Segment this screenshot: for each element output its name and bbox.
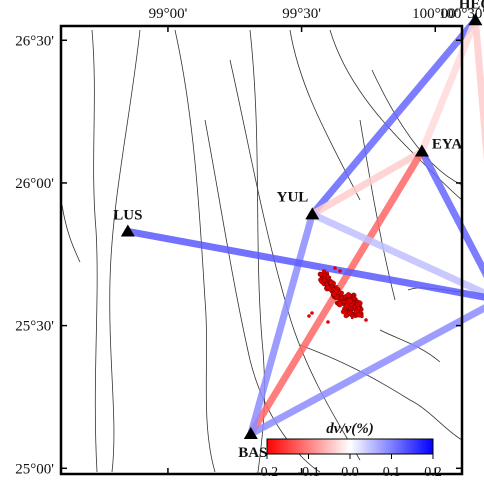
fault-line <box>379 329 441 363</box>
colorbar-scale <box>266 438 434 455</box>
earthquake-event <box>321 269 327 274</box>
earthquake-cluster <box>307 266 368 324</box>
lon-tick-label: 100°30' <box>439 6 484 22</box>
earthquake-event <box>350 307 354 311</box>
earthquake-event <box>356 312 362 318</box>
earthquake-event <box>322 278 327 283</box>
fault-line <box>289 29 361 201</box>
colorbar-tick-label: 0.1 <box>383 465 401 480</box>
fault-line <box>91 29 98 473</box>
path-eya-tus <box>418 148 484 278</box>
station-paths <box>124 16 484 438</box>
earthquake-event <box>310 311 314 315</box>
lat-tick-label: 25°30' <box>15 319 54 335</box>
earthquake-event <box>336 301 343 308</box>
path-lus-tus <box>124 227 484 301</box>
lat-tick-label: 26°30' <box>15 33 54 49</box>
station-marker-heq <box>468 13 483 26</box>
earthquake-event <box>326 320 330 324</box>
path-heq-eya <box>418 16 479 156</box>
earthquake-event <box>334 289 339 294</box>
fault-line <box>61 204 81 263</box>
station-marker-bas <box>243 427 258 440</box>
path-heq-yul <box>308 16 479 218</box>
path-yul-tus <box>308 210 484 297</box>
earthquake-event <box>364 318 368 322</box>
earthquake-event <box>339 295 344 300</box>
earthquake-event <box>325 284 331 291</box>
station-label-eya: EYA <box>432 137 462 153</box>
earthquake-event <box>340 309 346 315</box>
earthquake-event <box>356 306 361 311</box>
lon-tick-label: 99°00' <box>149 6 188 22</box>
earthquake-event <box>345 292 352 298</box>
stations: HEQEYAYULLUSTUSBAS <box>113 0 484 461</box>
station-marker-yul <box>305 207 320 220</box>
colorbar-tick-label: 0.2 <box>424 465 442 480</box>
fault-line <box>329 29 463 201</box>
earthquake-event <box>342 300 346 304</box>
path-yul-bas <box>247 210 316 438</box>
earthquake-event <box>343 313 349 319</box>
path-bas-tus <box>247 304 484 438</box>
fault-line <box>174 29 216 473</box>
earthquake-event <box>333 266 337 270</box>
map-frame <box>59 24 464 476</box>
colorbar-tick-label: -0.1 <box>297 465 319 480</box>
lat-tick-label: 26°00' <box>15 176 54 192</box>
path-eya-yul <box>308 148 426 218</box>
colorbar-tick-label: -0.2 <box>256 465 278 480</box>
lon-tick-label: 99°30' <box>282 6 321 22</box>
station-label-lus: LUS <box>113 207 142 223</box>
earthquake-event <box>338 269 342 273</box>
axis-ticks: 99°00' 99°30' 100°00'100°30' 25°00' 25°30' 26… <box>15 6 484 477</box>
fault-line <box>371 69 463 186</box>
path-heq-tus <box>471 16 484 162</box>
fault-line <box>109 29 141 473</box>
station-label-yul: YUL <box>277 189 309 205</box>
station-marker-lus <box>120 224 135 237</box>
colorbar: dv/v(%) -0.2 -0.1 0.0 0.1 0.2 <box>256 421 442 480</box>
station-label-bas: BAS <box>238 445 267 461</box>
lat-tick-label: 25°00' <box>15 461 54 477</box>
fault-line <box>299 344 463 441</box>
station-marker-eya <box>414 144 429 157</box>
earthquake-event <box>347 310 353 316</box>
earthquake-event <box>319 272 324 277</box>
earthquake-event <box>327 277 331 281</box>
earthquake-event <box>325 282 329 286</box>
colorbar-title: dv/v(%) <box>326 421 373 437</box>
station-label-heq: HEQ <box>459 0 484 12</box>
lon-tick-label: 100°00' <box>412 6 458 22</box>
colorbar-tick-label: 0.0 <box>341 465 359 480</box>
earthquake-event <box>349 302 354 307</box>
earthquake-event <box>307 314 311 318</box>
earthquake-event <box>350 316 354 320</box>
earthquake-event <box>328 280 334 286</box>
